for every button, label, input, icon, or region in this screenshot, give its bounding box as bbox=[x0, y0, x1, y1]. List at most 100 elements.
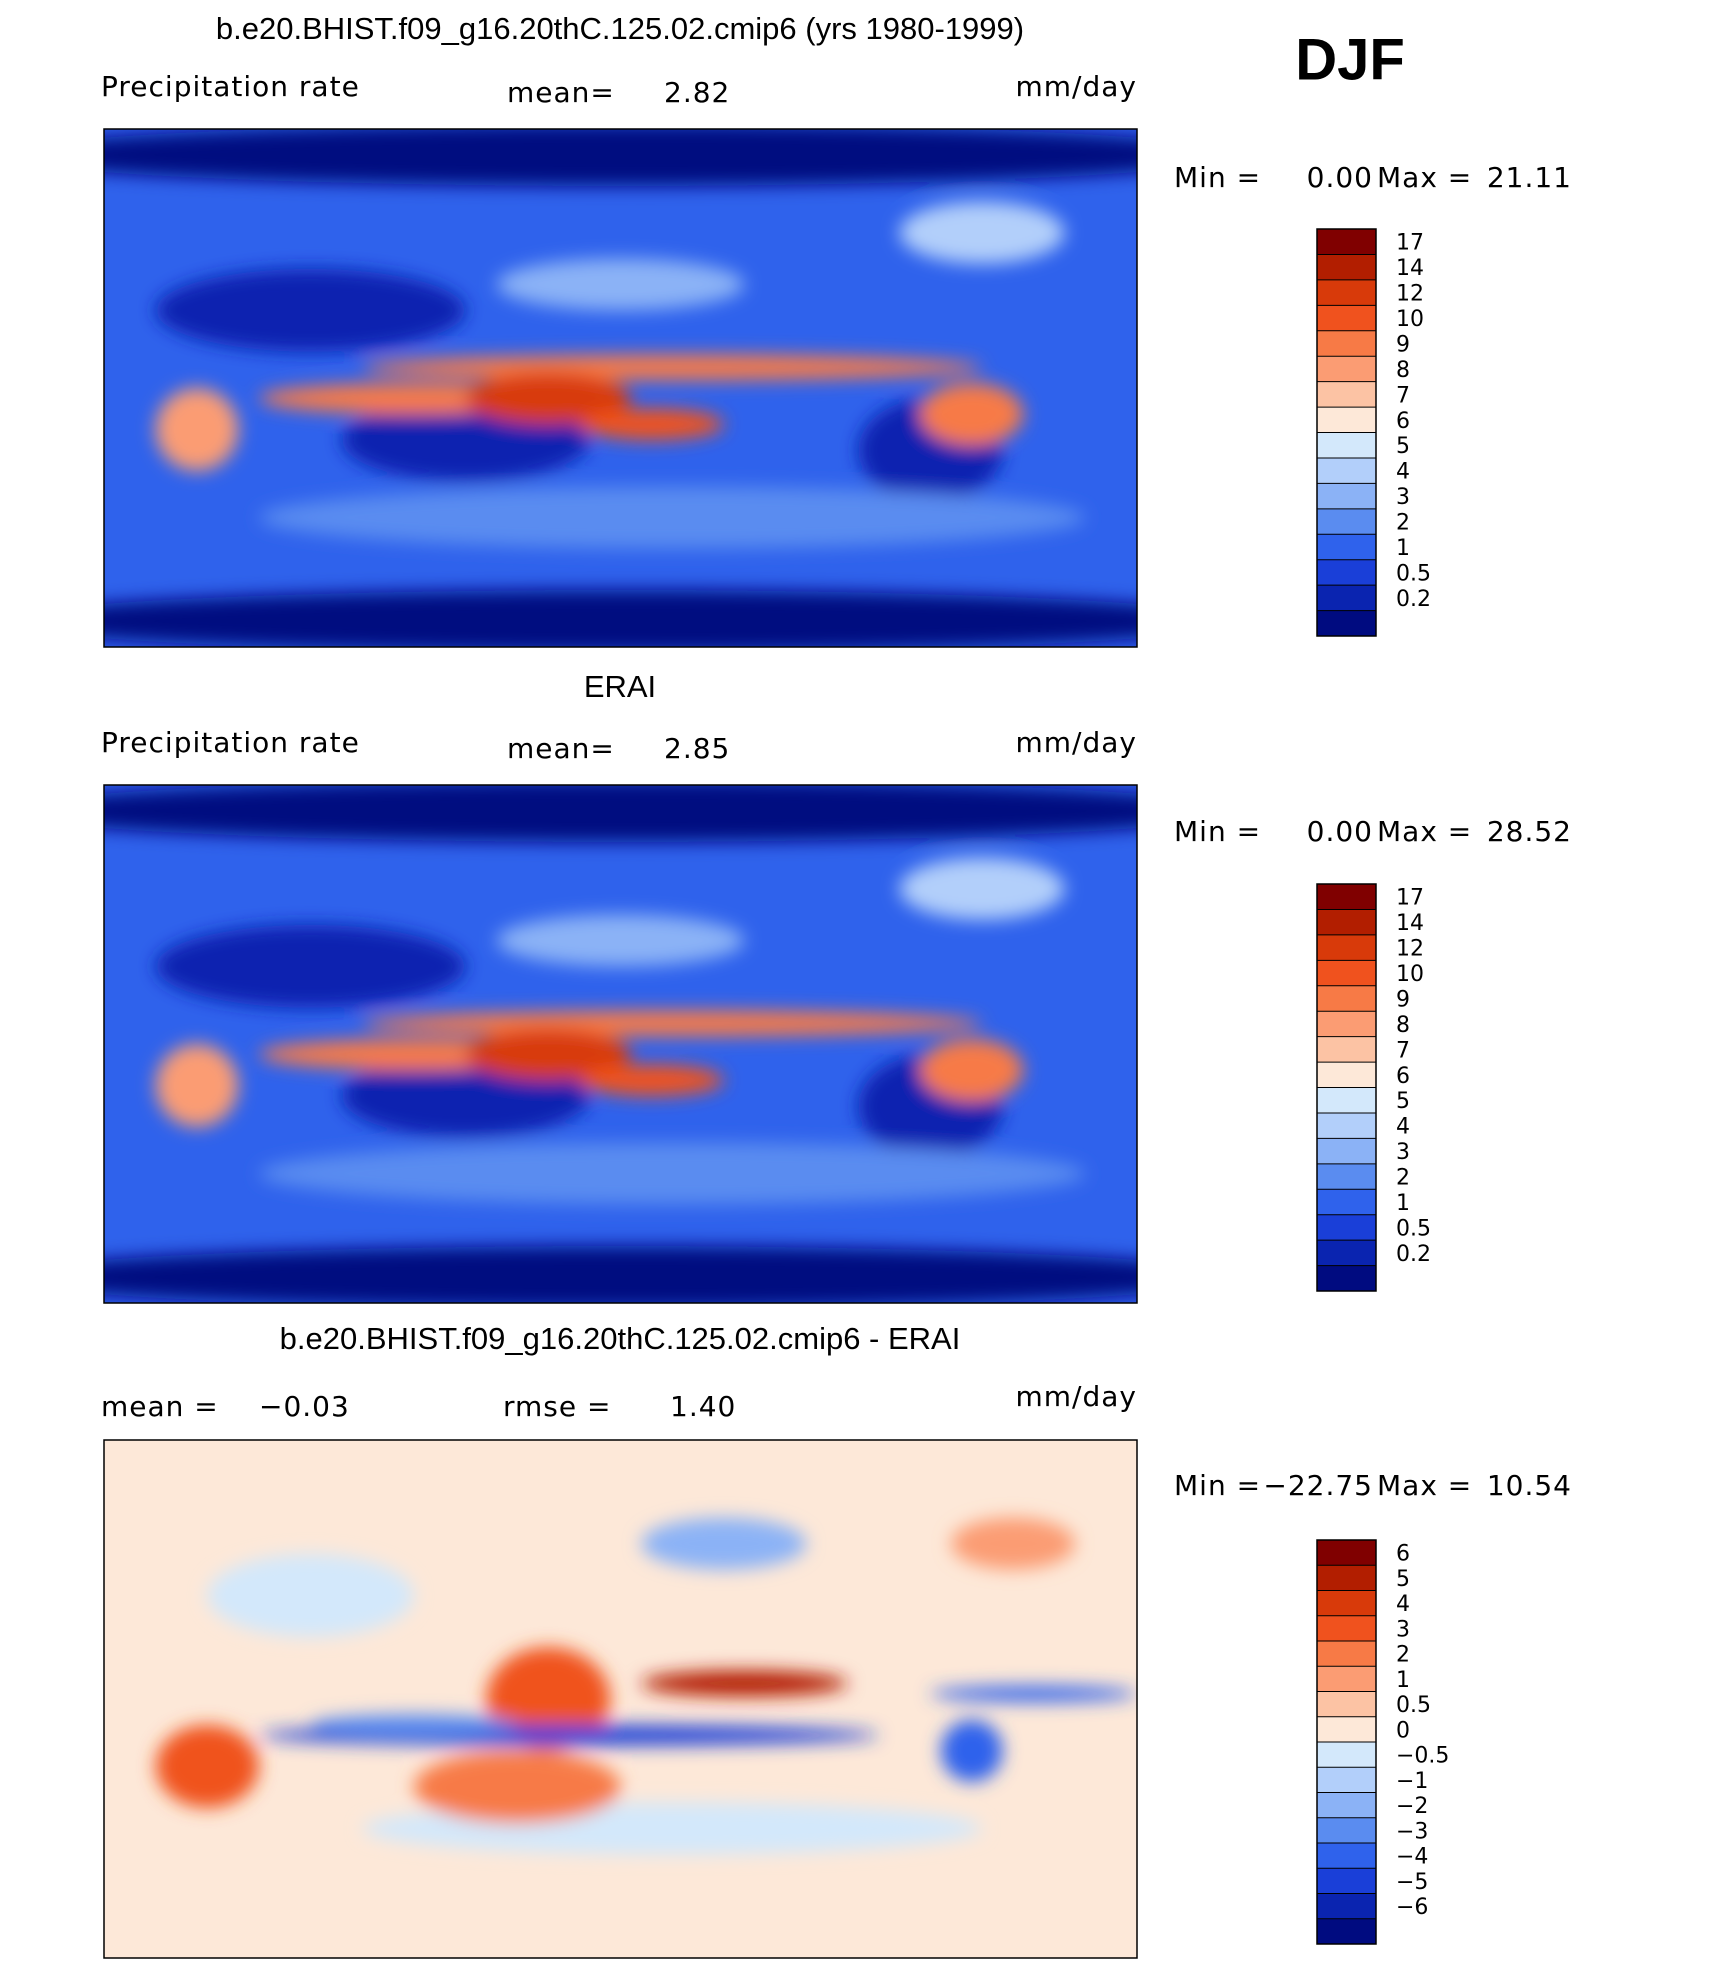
colorbar-box bbox=[1317, 1189, 1376, 1215]
colorbar-box bbox=[1317, 1011, 1376, 1037]
colorbar-label: 0.5 bbox=[1396, 1693, 1431, 1718]
field-blob bbox=[155, 268, 466, 352]
field-blob bbox=[104, 590, 1137, 647]
colorbar-label: 6 bbox=[1396, 409, 1410, 434]
stat-label: mean = bbox=[101, 1390, 219, 1423]
colorbar-box bbox=[1317, 1742, 1376, 1768]
colorbar-box bbox=[1317, 960, 1376, 986]
field-blob bbox=[155, 924, 466, 1008]
colorbar-box bbox=[1317, 884, 1376, 910]
colorbar-label: 8 bbox=[1396, 1013, 1410, 1038]
colorbar-box bbox=[1317, 229, 1376, 255]
colorbar-box bbox=[1317, 254, 1376, 280]
panel-title: b.e20.BHIST.f09_g16.20thC.125.02.cmip6 (… bbox=[216, 11, 1024, 46]
colorbar-box bbox=[1317, 1240, 1376, 1266]
colorbar-box bbox=[1317, 432, 1376, 458]
field-label: Precipitation rate bbox=[101, 70, 360, 103]
colorbar-label: 2 bbox=[1396, 1643, 1410, 1668]
field-blob bbox=[465, 1028, 631, 1081]
colorbar-label: 12 bbox=[1396, 937, 1424, 962]
colorbar-box bbox=[1317, 1214, 1376, 1241]
max-value: 10.54 bbox=[1487, 1469, 1572, 1502]
panel-title: b.e20.BHIST.f09_g16.20thC.125.02.cmip6 -… bbox=[280, 1321, 961, 1356]
field-blob bbox=[155, 388, 239, 471]
field-blob bbox=[496, 914, 745, 967]
colorbar-label: 5 bbox=[1396, 1089, 1410, 1114]
colorbar-box bbox=[1317, 381, 1376, 408]
colorbar-label: 4 bbox=[1396, 1592, 1410, 1617]
stat-label: mean= bbox=[507, 76, 615, 109]
stat-label: mean= bbox=[507, 732, 615, 765]
field-blob bbox=[920, 1038, 1024, 1101]
colorbar-box bbox=[1317, 610, 1376, 636]
colorbar-label: −0.5 bbox=[1396, 1744, 1449, 1769]
field-blob bbox=[940, 1719, 1003, 1782]
colorbar-box bbox=[1317, 934, 1376, 961]
min-value: 0.00 bbox=[1307, 815, 1373, 848]
colorbar-label: −6 bbox=[1396, 1895, 1428, 1920]
colorbar-label: 10 bbox=[1396, 962, 1424, 987]
colorbar-label: 7 bbox=[1396, 1038, 1410, 1063]
min-label: Min = bbox=[1174, 161, 1261, 194]
field-blob bbox=[579, 408, 724, 440]
max-label: Max = bbox=[1377, 161, 1472, 194]
field-blob bbox=[486, 1647, 611, 1751]
colorbar-box bbox=[1317, 909, 1376, 935]
stat-label: rmse = bbox=[503, 1390, 611, 1423]
colorbar-label: 2 bbox=[1396, 1166, 1410, 1191]
colorbar-label: −1 bbox=[1396, 1769, 1428, 1794]
field-blob bbox=[258, 1142, 1086, 1205]
colorbar-label: 6 bbox=[1396, 1542, 1410, 1567]
colorbar-label: 0.2 bbox=[1396, 587, 1431, 612]
colorbar-box bbox=[1317, 1265, 1376, 1291]
map-frame bbox=[103, 1439, 1138, 1959]
min-value: 0.00 bbox=[1307, 161, 1373, 194]
colorbar-label: 6 bbox=[1396, 1064, 1410, 1089]
colorbar-label: 17 bbox=[1396, 886, 1424, 911]
colorbar-label: −2 bbox=[1396, 1794, 1428, 1819]
colorbar-label: 3 bbox=[1396, 1140, 1410, 1165]
colorbar-label: −4 bbox=[1396, 1845, 1428, 1870]
colorbar-label: 9 bbox=[1396, 332, 1410, 357]
field-blob bbox=[104, 129, 1137, 186]
field-blob bbox=[951, 1517, 1076, 1570]
colorbar-label: 1 bbox=[1396, 536, 1410, 561]
colorbar-label: 9 bbox=[1396, 987, 1410, 1012]
colorbar-label: 5 bbox=[1396, 1567, 1410, 1592]
field-blob bbox=[496, 258, 745, 311]
stat-value: 2.85 bbox=[664, 732, 730, 765]
colorbar-box bbox=[1317, 534, 1376, 560]
stat-value: −0.03 bbox=[259, 1390, 350, 1423]
colorbar-box bbox=[1317, 1817, 1376, 1843]
colorbar-box bbox=[1317, 330, 1376, 357]
colorbar-box bbox=[1317, 1163, 1376, 1190]
colorbar-box bbox=[1317, 559, 1376, 586]
colorbar-box bbox=[1317, 279, 1376, 306]
colorbar-label: 14 bbox=[1396, 256, 1424, 281]
field-blob bbox=[899, 857, 1065, 920]
units: mm/day bbox=[1016, 1380, 1138, 1413]
colorbar-frame bbox=[1316, 228, 1377, 637]
colorbar-label: 0.5 bbox=[1396, 561, 1431, 586]
field-blob bbox=[641, 1670, 848, 1697]
colorbar-label: 17 bbox=[1396, 231, 1424, 256]
field-blob bbox=[310, 1714, 518, 1736]
map-field bbox=[104, 785, 1137, 1303]
colorbar-box bbox=[1317, 1540, 1376, 1566]
colorbar-label: 1 bbox=[1396, 1668, 1410, 1693]
colorbar-label: 3 bbox=[1396, 485, 1410, 510]
colorbar-box bbox=[1317, 1666, 1376, 1692]
units: mm/day bbox=[1016, 726, 1138, 759]
colorbar-box bbox=[1317, 1792, 1376, 1818]
colorbar-box bbox=[1317, 985, 1376, 1012]
colorbar-frame bbox=[1316, 883, 1377, 1292]
field-blob bbox=[104, 1246, 1137, 1303]
colorbar-box bbox=[1317, 1087, 1376, 1113]
colorbar-label: 0.2 bbox=[1396, 1242, 1431, 1267]
field-blob bbox=[258, 486, 1086, 549]
colorbar-box bbox=[1317, 1615, 1376, 1641]
colorbar-label: 2 bbox=[1396, 511, 1410, 536]
min-value: −22.75 bbox=[1263, 1469, 1373, 1502]
max-label: Max = bbox=[1377, 1469, 1472, 1502]
